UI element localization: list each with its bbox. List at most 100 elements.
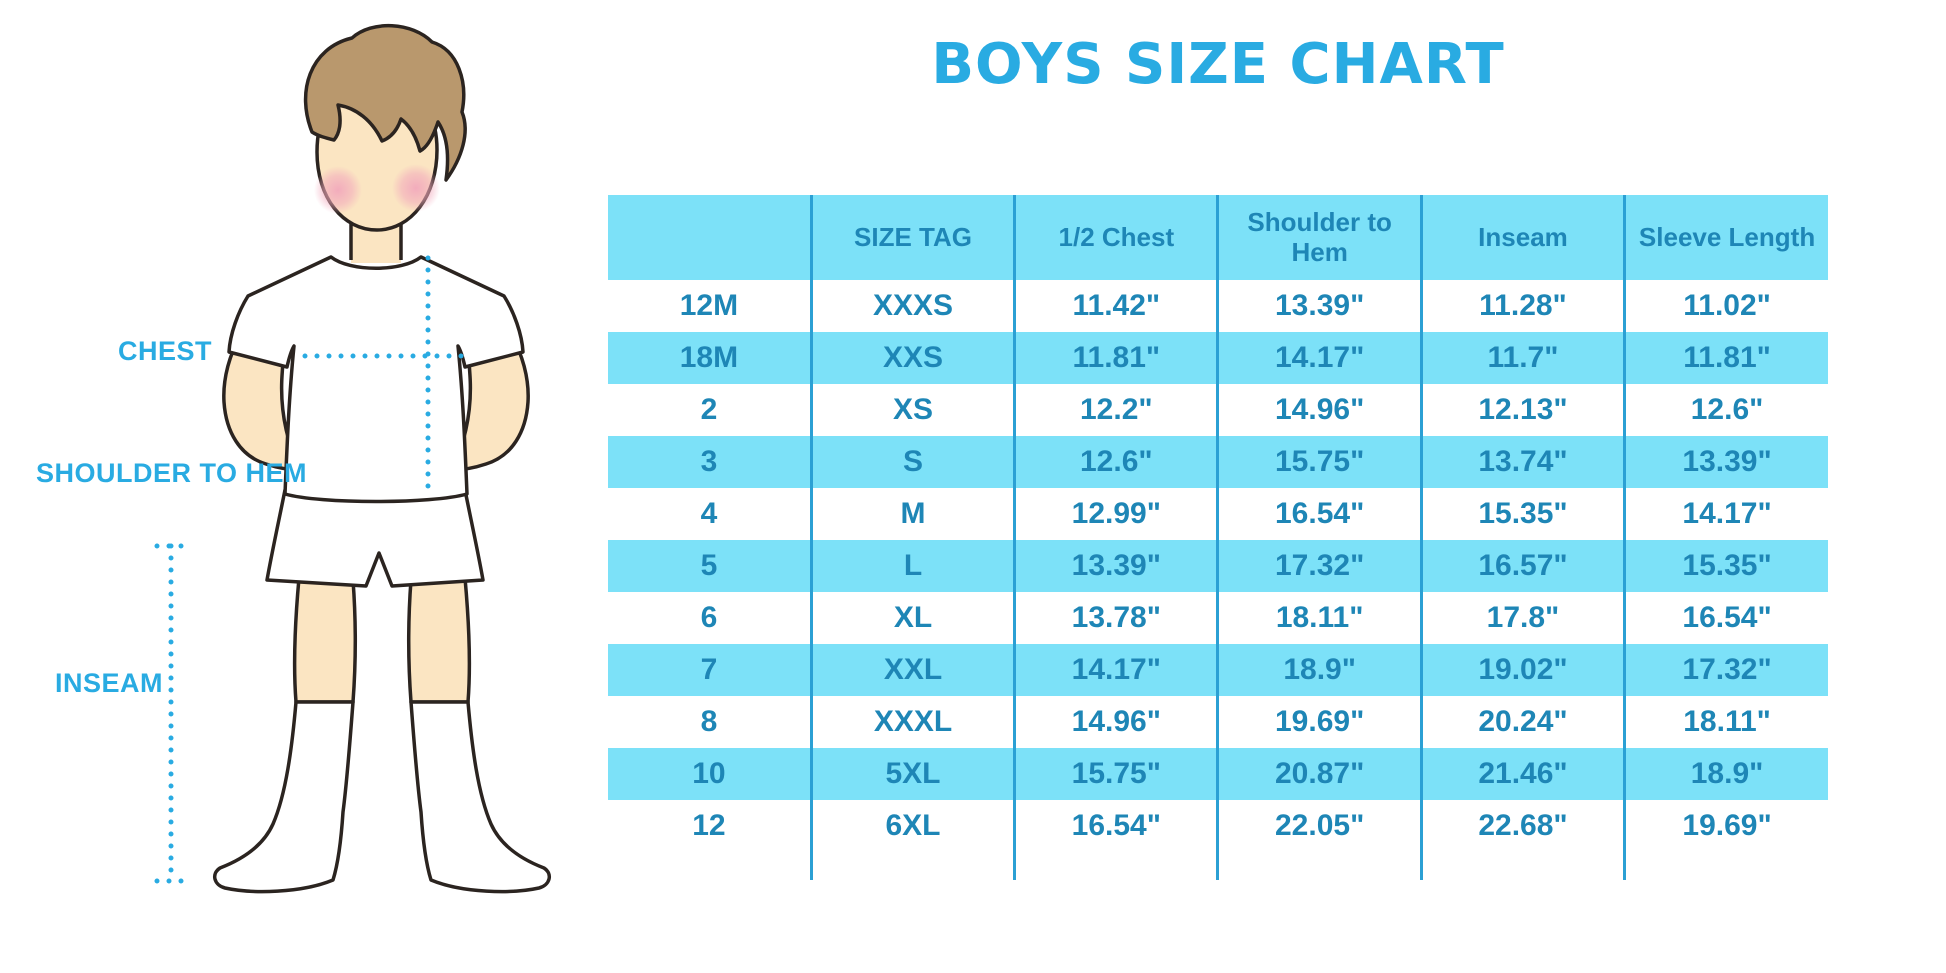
spacer-cell bbox=[1419, 852, 1625, 880]
table-cell: 15.75" bbox=[1216, 436, 1422, 488]
table-cell: 13.39" bbox=[1216, 280, 1422, 332]
chest-label: CHEST bbox=[118, 336, 213, 366]
column-header: SIZE TAG bbox=[809, 195, 1015, 280]
table-cell: 14.17" bbox=[1216, 332, 1422, 384]
table-cell: XXXL bbox=[809, 696, 1015, 748]
table-cell: 2 bbox=[608, 384, 812, 436]
table-cell: XS bbox=[809, 384, 1015, 436]
table-header-row: SIZE TAG 1/2 Chest Shoulder to Hem Inseam Sl… bbox=[608, 195, 1828, 280]
table-row: 3 S 12.6" 15.75" 13.74" 13.39" bbox=[608, 436, 1828, 488]
table-cell: 12M bbox=[608, 280, 812, 332]
spacer-cell bbox=[608, 852, 812, 880]
table-cell: 13.39" bbox=[1623, 436, 1828, 488]
column-header: Inseam bbox=[1419, 195, 1625, 280]
table-cell: L bbox=[809, 540, 1015, 592]
table-cell: XXS bbox=[809, 332, 1015, 384]
table-cell: 15.35" bbox=[1623, 540, 1828, 592]
table-cell: 16.54" bbox=[1216, 488, 1422, 540]
table-cell: 18.9" bbox=[1623, 748, 1828, 800]
table-cell: 20.24" bbox=[1419, 696, 1625, 748]
table-cell: M bbox=[809, 488, 1015, 540]
table-cell: 15.35" bbox=[1419, 488, 1625, 540]
table-cell: 22.68" bbox=[1419, 800, 1625, 852]
table-cell: 12.6" bbox=[1623, 384, 1828, 436]
table-cell: 5XL bbox=[809, 748, 1015, 800]
table-cell: 18M bbox=[608, 332, 812, 384]
table-cell: 17.8" bbox=[1419, 592, 1625, 644]
column-header: 1/2 Chest bbox=[1013, 195, 1218, 280]
table-cell: 19.69" bbox=[1216, 696, 1422, 748]
table-cell: 6XL bbox=[809, 800, 1015, 852]
column-header: Sleeve Length bbox=[1623, 195, 1828, 280]
table-cell: 11.02" bbox=[1623, 280, 1828, 332]
right-cheek bbox=[392, 164, 440, 212]
table-cell: 11.28" bbox=[1419, 280, 1625, 332]
table-cell: 19.69" bbox=[1623, 800, 1828, 852]
table-cell: 12.99" bbox=[1013, 488, 1218, 540]
table-cell: 19.02" bbox=[1419, 644, 1625, 696]
table-footer-spacer bbox=[608, 852, 1828, 880]
table-row: 2 XS 12.2" 14.96" 12.13" 12.6" bbox=[608, 384, 1828, 436]
spacer-cell bbox=[809, 852, 1015, 880]
table-row: 4 M 12.99" 16.54" 15.35" 14.17" bbox=[608, 488, 1828, 540]
table-cell: 17.32" bbox=[1623, 644, 1828, 696]
table-cell: 11.81" bbox=[1623, 332, 1828, 384]
table-cell: 12.2" bbox=[1013, 384, 1218, 436]
boy-illustration bbox=[154, 24, 552, 894]
table-row: 12 6XL 16.54" 22.05" 22.68" 19.69" bbox=[608, 800, 1828, 852]
table-cell: 7 bbox=[608, 644, 812, 696]
table-row: 10 5XL 15.75" 20.87" 21.46" 18.9" bbox=[608, 748, 1828, 800]
page-title: BOYS SIZE CHART bbox=[931, 32, 1505, 97]
table-cell: 18.11" bbox=[1216, 592, 1422, 644]
table-cell: 14.17" bbox=[1013, 644, 1218, 696]
table-cell: 12.13" bbox=[1419, 384, 1625, 436]
table-row: 8 XXXL 14.96" 19.69" 20.24" 18.11" bbox=[608, 696, 1828, 748]
table-cell: 15.75" bbox=[1013, 748, 1218, 800]
table-cell: 21.46" bbox=[1419, 748, 1625, 800]
shoulder-to-hem-label: SHOULDER TO HEM bbox=[36, 458, 308, 488]
left-cheek bbox=[314, 166, 362, 214]
shorts bbox=[265, 488, 485, 588]
table-cell: 11.7" bbox=[1419, 332, 1625, 384]
table-cell: S bbox=[809, 436, 1015, 488]
table-cell: 20.87" bbox=[1216, 748, 1422, 800]
table-cell: XXL bbox=[809, 644, 1015, 696]
measurement-diagram: CHEST SHOULDER TO HEM INSEAM bbox=[0, 0, 600, 973]
table-cell: 13.74" bbox=[1419, 436, 1625, 488]
table-cell: 13.39" bbox=[1013, 540, 1218, 592]
left-leg bbox=[292, 576, 357, 704]
table-cell: 16.54" bbox=[1013, 800, 1218, 852]
right-sock bbox=[409, 700, 552, 894]
table-cell: 14.17" bbox=[1623, 488, 1828, 540]
inseam-label: INSEAM bbox=[55, 668, 164, 698]
table-cell: XXXS bbox=[809, 280, 1015, 332]
table-cell: XL bbox=[809, 592, 1015, 644]
table-cell: 6 bbox=[608, 592, 812, 644]
spacer-cell bbox=[1623, 852, 1828, 880]
table-cell: 4 bbox=[608, 488, 812, 540]
table-cell: 16.54" bbox=[1623, 592, 1828, 644]
table-row: 12M XXXS 11.42" 13.39" 11.28" 11.02" bbox=[608, 280, 1828, 332]
table-cell: 16.57" bbox=[1419, 540, 1625, 592]
column-header bbox=[608, 195, 812, 280]
column-header: Shoulder to Hem bbox=[1216, 195, 1422, 280]
right-leg bbox=[407, 576, 472, 704]
table-cell: 5 bbox=[608, 540, 812, 592]
table-body: 12M XXXS 11.42" 13.39" 11.28" 11.02" 18M XXS 11.… bbox=[608, 280, 1828, 880]
table-cell: 18.9" bbox=[1216, 644, 1422, 696]
table-row: 5 L 13.39" 17.32" 16.57" 15.35" bbox=[608, 540, 1828, 592]
table-cell: 8 bbox=[608, 696, 812, 748]
table-row: 6 XL 13.78" 18.11" 17.8" 16.54" bbox=[608, 592, 1828, 644]
table-cell: 12 bbox=[608, 800, 812, 852]
spacer-cell bbox=[1013, 852, 1218, 880]
table-cell: 17.32" bbox=[1216, 540, 1422, 592]
size-chart-table: SIZE TAG 1/2 Chest Shoulder to Hem Inseam Sl… bbox=[608, 195, 1828, 880]
table-cell: 3 bbox=[608, 436, 812, 488]
table-cell: 11.42" bbox=[1013, 280, 1218, 332]
left-sock bbox=[212, 700, 355, 894]
table-row: 7 XXL 14.17" 18.9" 19.02" 17.32" bbox=[608, 644, 1828, 696]
table-cell: 22.05" bbox=[1216, 800, 1422, 852]
t-shirt bbox=[227, 255, 525, 504]
table-cell: 12.6" bbox=[1013, 436, 1218, 488]
table-header: SIZE TAG 1/2 Chest Shoulder to Hem Inseam Sl… bbox=[608, 195, 1828, 280]
